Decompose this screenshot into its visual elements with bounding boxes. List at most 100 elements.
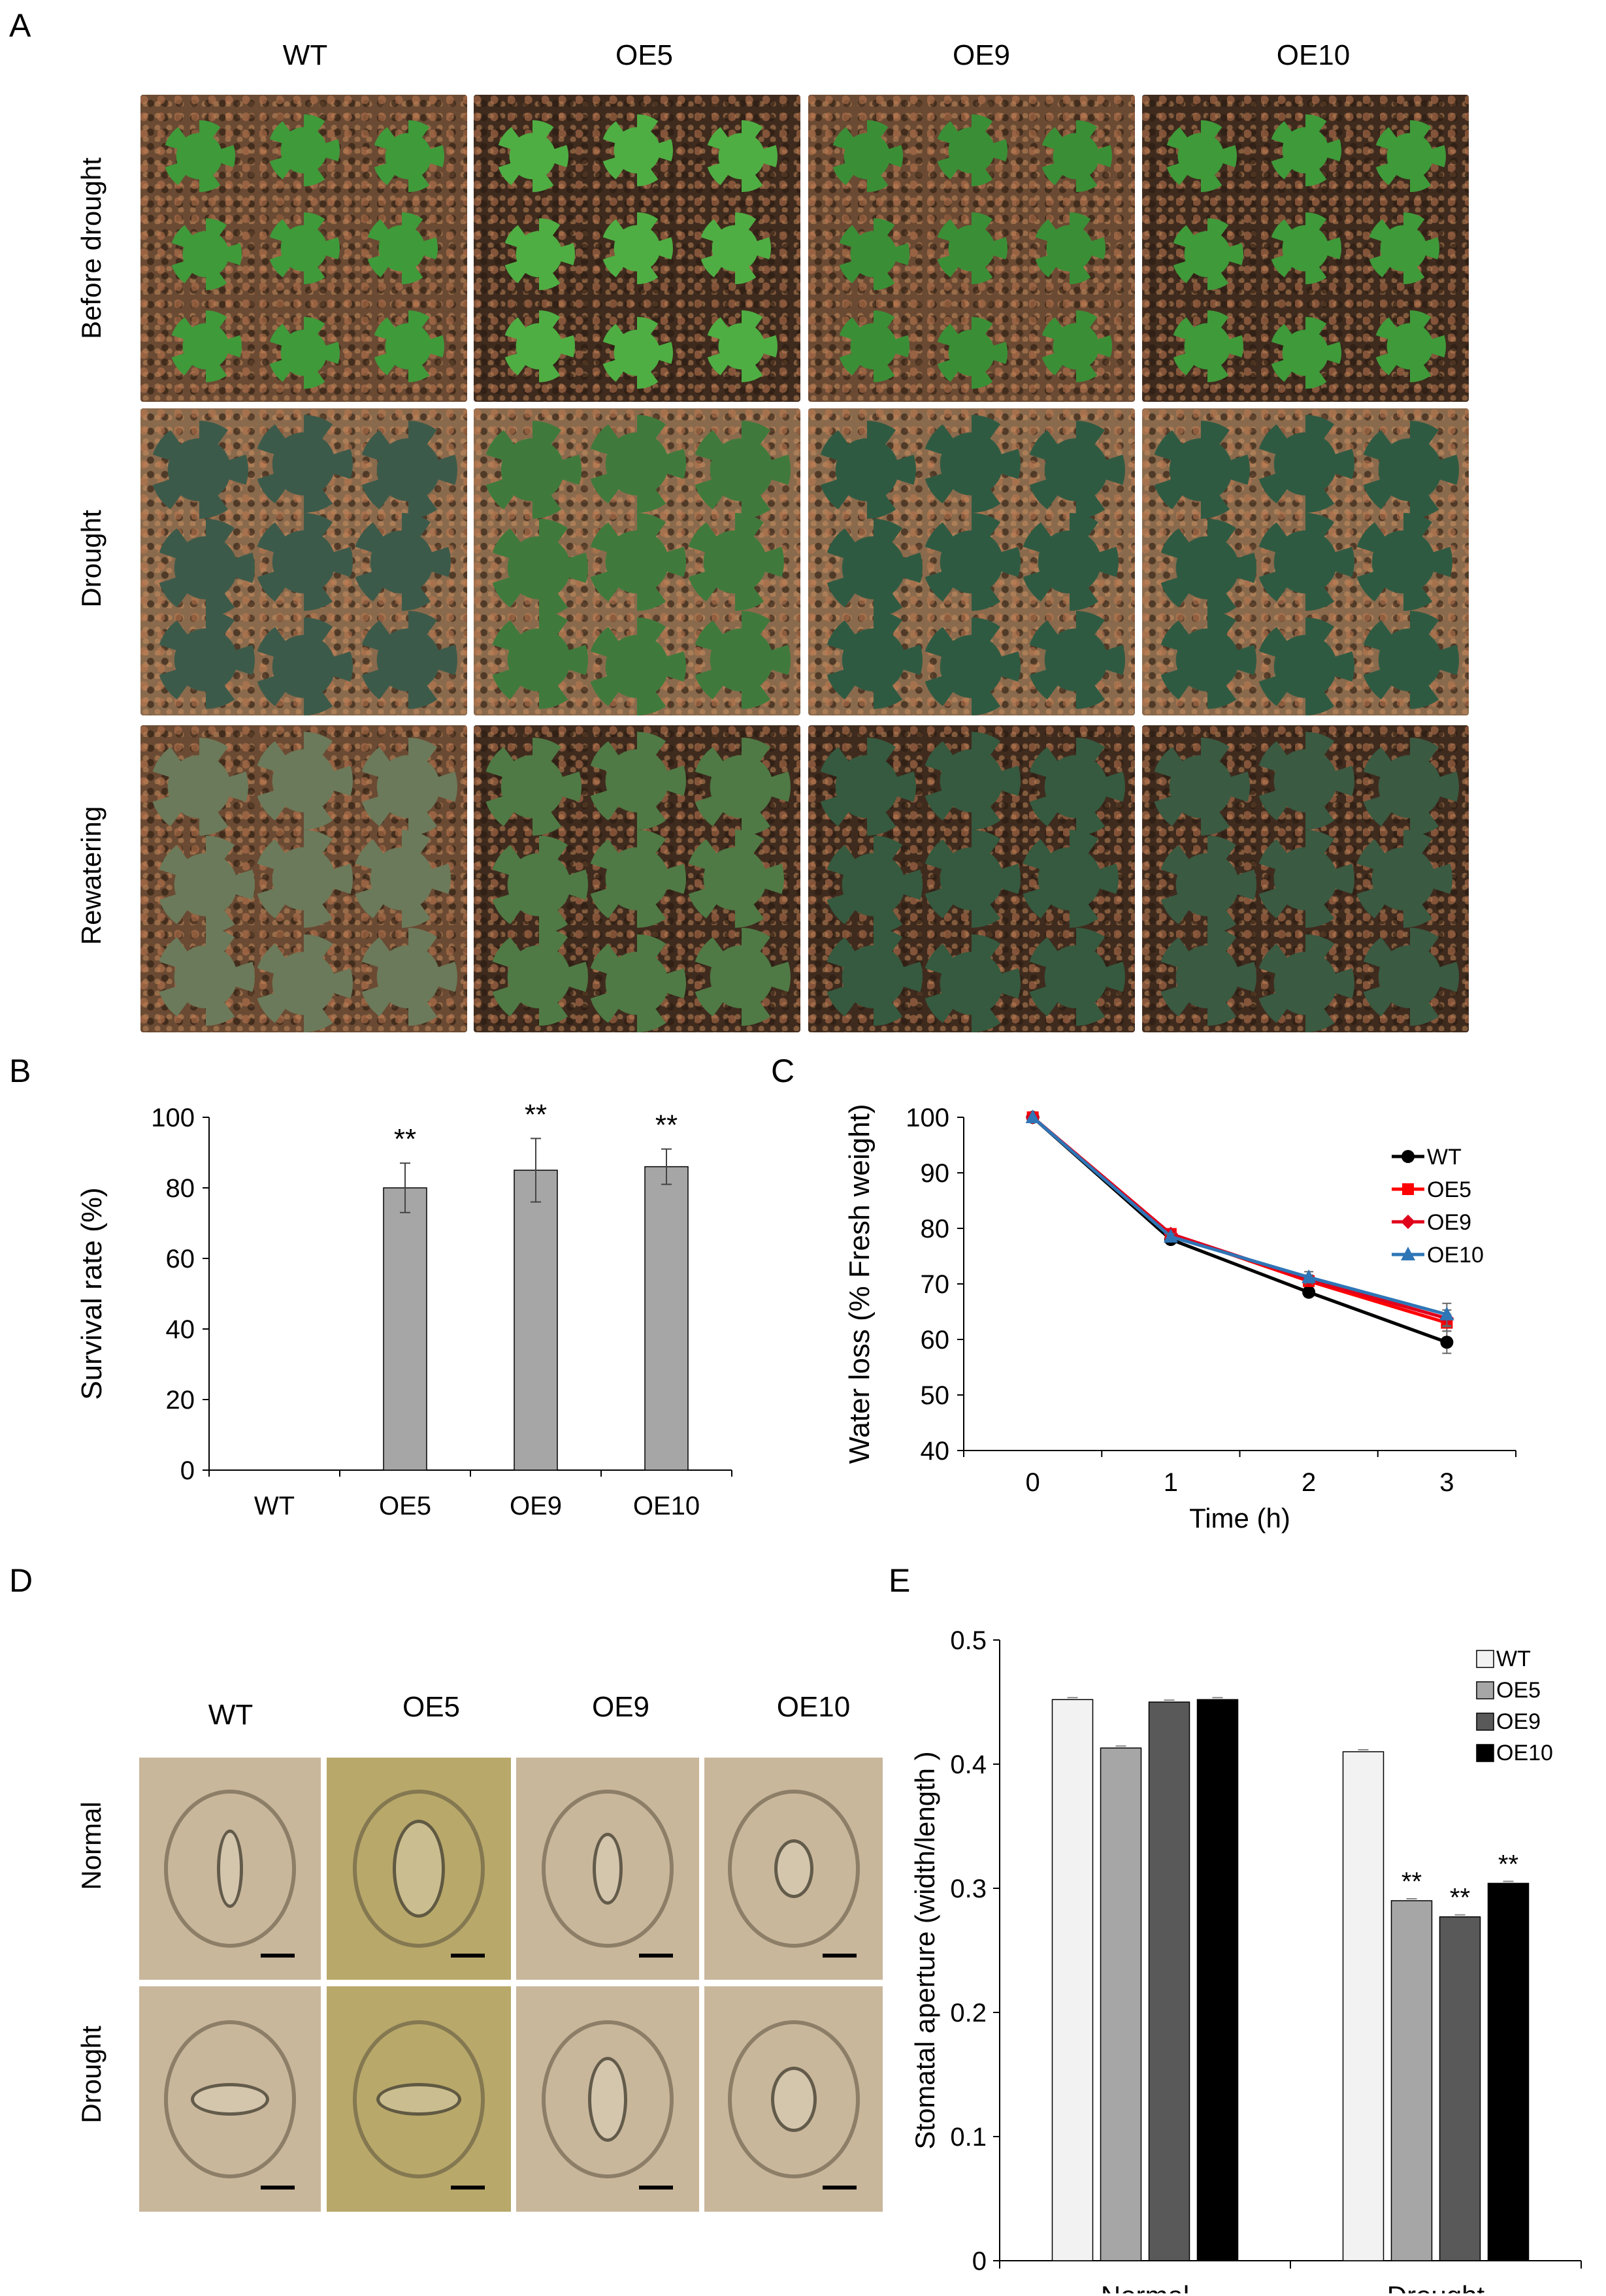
y-tick-label: 90 [921, 1159, 950, 1188]
panel-label-c: C [771, 1053, 795, 1089]
seedling [1034, 212, 1106, 284]
seedling [1354, 513, 1452, 611]
seedling [699, 212, 771, 284]
panel-label-e: E [889, 1562, 911, 1599]
stomatal-pore [774, 1839, 813, 1898]
significance-mark: ** [1401, 1867, 1422, 1896]
panel-a-col-oe9: OE9 [952, 39, 1011, 71]
stomatal-pore [770, 2066, 817, 2132]
legend-label-oe9: OE9 [1496, 1709, 1541, 1734]
y-tick-label: 0.5 [950, 1626, 987, 1655]
y-tick-label: 0.2 [950, 1999, 987, 2027]
panel-d-col-oe10: OE10 [776, 1691, 851, 1723]
seedling [693, 738, 791, 836]
seedling [1256, 830, 1354, 928]
scale-bar [823, 1954, 857, 1958]
panel-a-row-drought: Drought [76, 510, 107, 608]
legend-marker [1401, 1150, 1415, 1163]
seedling [588, 414, 686, 513]
photo-rewatering-oe5 [474, 725, 800, 1032]
seedling [255, 731, 353, 830]
seedling [503, 310, 575, 383]
stoma-drought-wt [139, 1986, 321, 2212]
bar-drought-wt [1342, 1751, 1385, 2261]
legend-swatch-wt [1476, 1650, 1494, 1668]
seedling [1270, 316, 1341, 389]
seedling [1368, 212, 1439, 284]
seedling [1270, 212, 1341, 284]
panel-a-col-oe5: OE5 [615, 39, 674, 71]
panel-d-col-wt: WT [208, 1699, 254, 1731]
x-axis-title: Time (h) [1189, 1503, 1290, 1533]
x-tick-label: OE10 [633, 1492, 700, 1520]
seedling [706, 310, 778, 383]
stoma-normal-oe9 [516, 1758, 699, 1980]
stomatal-aperture-bar-chart: 0 0.1 0.2 0.3 0.4 0.5 Normal ** ** ** Drought Stoma… [910, 1626, 1582, 2293]
data-point-wt [1440, 1336, 1454, 1349]
seedling [818, 421, 916, 519]
seedling [1158, 519, 1256, 617]
y-tick-label: 40 [921, 1437, 950, 1466]
seedling [255, 934, 353, 1032]
panel-label-b: B [9, 1053, 31, 1089]
x-tick-label: OE5 [379, 1492, 431, 1520]
seedling [1256, 414, 1354, 513]
seedling [255, 830, 353, 928]
seedling [255, 513, 353, 611]
bar-oe5 [383, 1187, 427, 1471]
seedling [1027, 421, 1125, 519]
scale-bar [261, 1954, 295, 1958]
panel-label-a: A [9, 7, 31, 44]
y-tick-label: 60 [921, 1326, 950, 1354]
scale-bar [261, 2186, 295, 2189]
x-tick-label: 0 [1026, 1468, 1040, 1497]
seedling [353, 830, 451, 928]
y-tick-label: 60 [166, 1245, 195, 1273]
seedling [490, 611, 588, 710]
photo-drought-wt [140, 408, 467, 715]
legend-swatch-oe9 [1476, 1713, 1494, 1731]
seedling [923, 934, 1021, 1032]
legend-label-oe10: OE10 [1496, 1741, 1553, 1765]
panel-d-col-oe9: OE9 [591, 1691, 650, 1723]
guard-cell [164, 1790, 296, 1948]
photo-rewatering-oe10 [1142, 725, 1469, 1032]
y-tick-label: 40 [166, 1315, 195, 1344]
legend-label-oe9: OE9 [1427, 1210, 1471, 1235]
photo-drought-oe10 [1142, 408, 1469, 715]
seedling [1152, 738, 1250, 836]
seedling [601, 212, 673, 284]
guard-cell [164, 2020, 296, 2178]
seedling [1361, 738, 1459, 836]
seedling [1172, 218, 1243, 291]
legend-marker [1401, 1215, 1415, 1229]
seedling [838, 310, 910, 383]
seedling [1361, 928, 1459, 1026]
seedling [490, 928, 588, 1026]
seedling [825, 836, 923, 934]
seedling [1374, 310, 1446, 383]
seedling [490, 519, 588, 617]
seedling [818, 738, 916, 836]
seedling [170, 310, 242, 383]
stomatal-pore [191, 2082, 269, 2116]
seedling [359, 611, 457, 710]
data-point-oe10 [1439, 1306, 1454, 1320]
photo-drought-oe5 [474, 408, 800, 715]
series-line-oe9 [1032, 1116, 1448, 1320]
seedling [686, 830, 784, 928]
seedling [1152, 421, 1250, 519]
y-tick-label: 0.3 [950, 1875, 987, 1903]
scale-bar [639, 2186, 673, 2189]
survival-rate-bar-chart: 0 20 40 60 80 100 WT ** OE5 ** OE9 ** OE10 Survival r… [76, 1098, 732, 1520]
y-axis-title: Survival rate (%) [76, 1187, 108, 1400]
seedling [268, 114, 340, 186]
scale-bar [823, 2186, 857, 2189]
photo-before-drought-oe10 [1142, 95, 1469, 402]
seedling [372, 120, 444, 192]
seedling [588, 830, 686, 928]
scale-bar [451, 1954, 485, 1958]
y-tick-label: 80 [921, 1215, 950, 1243]
series-line-oe10 [1031, 1116, 1448, 1317]
seedling [825, 611, 923, 710]
